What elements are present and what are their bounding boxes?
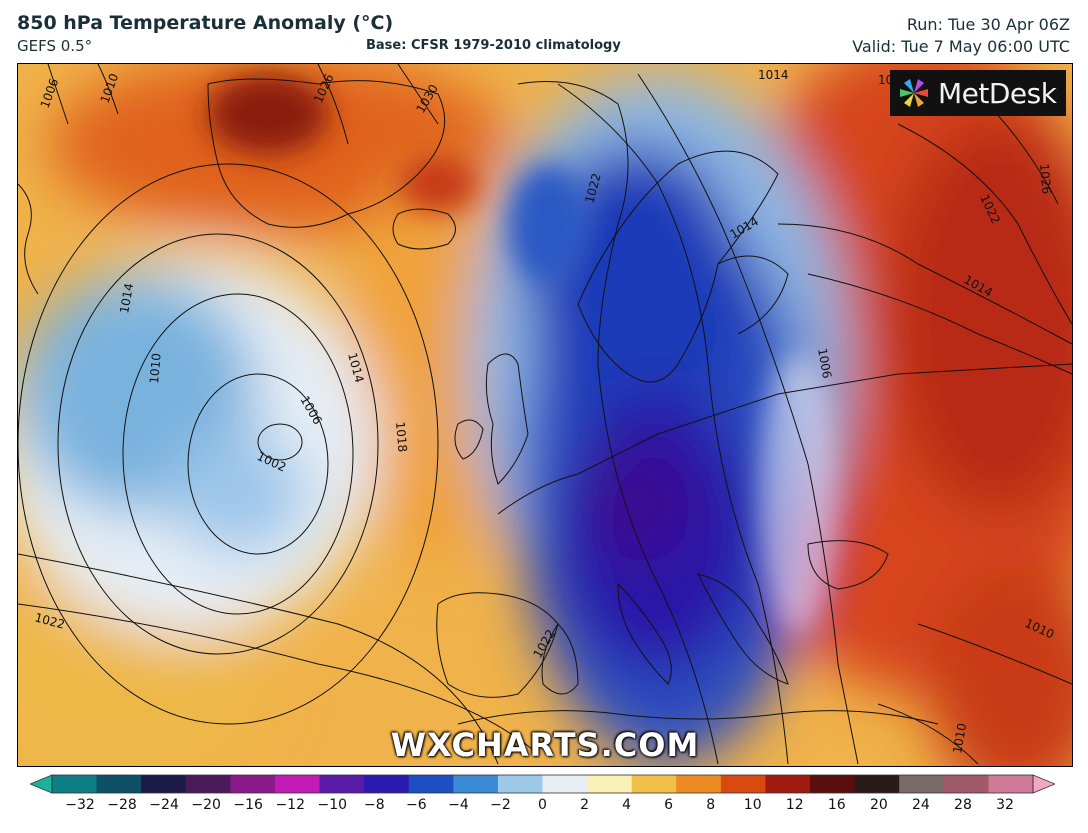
anomaly-field [18,64,1072,766]
colorbar-segment [96,775,142,793]
colorbar-segment [185,775,231,793]
colorbar-tick-label: 32 [996,797,1014,813]
colorbar-segment [141,775,187,793]
model-label: GEFS 0.5° [17,37,93,55]
base-climatology-label: Base: CFSR 1979-2010 climatology [366,38,621,53]
colorbar-tick-label: 16 [827,797,846,813]
isobars [18,64,1072,765]
isobar-label: 1006 [815,347,834,380]
colorbar-tick-label: −12 [275,797,305,813]
colorbar-tick-label: 10 [743,797,762,813]
metdesk-logo-icon [900,79,928,107]
colorbar-tick-label: 20 [869,797,888,813]
run-time-label: Run: Tue 30 Apr 06Z [906,15,1070,34]
colorbar-tick-label: 0 [538,797,547,813]
color-scale-ticks: −32 −28 −24 −20 −16 −12 −10 −8 −6 −4 −2 0 2 4 6 8 10 12 16… [0,797,1088,817]
anomaly-map-canvas: 1006 1010 1026 1030 1014 1010 1006 1002 … [18,64,1072,766]
colorbar-left-arrow [30,774,53,794]
colorbar-tick-label: −24 [149,797,179,813]
colorbar-segment [319,775,365,793]
isobar-label: 1010 [950,722,969,755]
colorbar-tick-label: −32 [65,797,95,813]
isobar-label: 1014 [117,282,136,315]
colorbar-segment [810,775,856,793]
isobar-label: 1014 [758,68,789,82]
colorbar-tick-label: −20 [191,797,221,813]
colorbar-tick-label: −28 [107,797,137,813]
colorbar-segment [720,775,766,793]
colorbar-segment [230,775,276,793]
metdesk-logo: MetDesk [890,70,1066,116]
colorbar-segment [453,775,499,793]
colorbar-tick-label: 8 [706,797,716,813]
valid-time-label: Valid: Tue 7 May 06:00 UTC [852,37,1070,56]
isobar-label: 1026 [1037,163,1054,195]
colorbar-segment [988,775,1034,793]
colorbar-tick-label: 2 [580,797,589,813]
colorbar-tick-label: 28 [954,797,972,813]
colorbar-right-arrow [1032,774,1055,794]
colorbar-segment [542,775,588,793]
color-scale-bar [30,774,1055,794]
colorbar-tick-label: −8 [363,797,385,813]
colorbar-tick-label: 4 [622,797,632,813]
colorbar-tick-label: −10 [317,797,348,813]
wxcharts-watermark: WXCHARTS.COM [390,726,700,764]
colorbar-segment [765,775,811,793]
colorbar-tick-label: −2 [490,797,511,813]
isobar-label: 1018 [393,421,410,453]
colorbar-segment [587,775,633,793]
colorbar-tick-label: −4 [448,797,469,813]
colorbar-segment [943,775,989,793]
isobar-label: 1010 [147,353,164,385]
colorbar-tick-label: 6 [664,797,674,813]
chart-title: 850 hPa Temperature Anomaly (°C) [17,12,394,34]
colorbar-segment [676,775,722,793]
colorbar-segment [854,775,900,793]
colorbar-tick-label: −6 [406,797,427,813]
anomaly-map: 1006 1010 1026 1030 1014 1010 1006 1002 … [17,63,1073,767]
colorbar-segment [497,775,543,793]
colorbar-tick-label: 24 [911,797,930,813]
colorbar-segment [408,775,454,793]
colorbar-segment [364,775,410,793]
colorbar-segment [52,775,98,793]
colorbar-segment [899,775,945,793]
colorbar-tick-label: −16 [233,797,263,813]
colorbar-tick-label: 12 [785,797,804,813]
colorbar-segment [631,775,677,793]
metdesk-logo-text: MetDesk [938,76,1057,110]
colorbar-segment [274,775,321,793]
